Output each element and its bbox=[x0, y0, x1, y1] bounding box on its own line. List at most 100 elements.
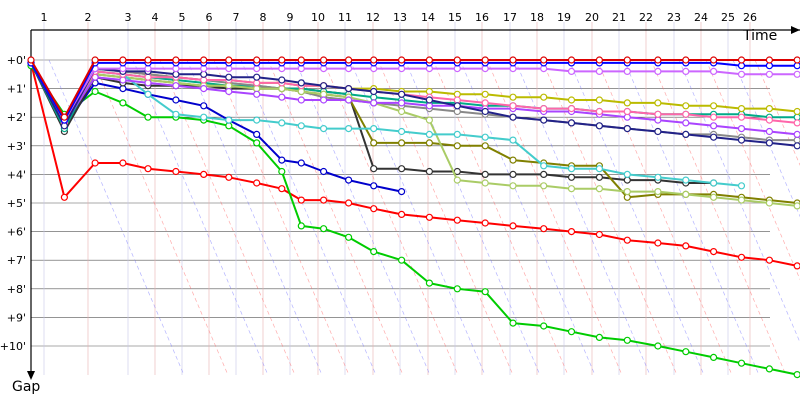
data-point bbox=[540, 170, 548, 178]
data-point bbox=[172, 110, 180, 118]
data-point bbox=[320, 56, 328, 64]
lap-guide-line bbox=[132, 59, 269, 376]
data-point bbox=[682, 56, 690, 64]
x-tick-label: 26 bbox=[743, 11, 757, 24]
data-point bbox=[737, 70, 746, 78]
data-point bbox=[654, 99, 662, 107]
grid bbox=[31, 22, 770, 375]
data-point bbox=[682, 119, 690, 127]
data-point bbox=[793, 262, 800, 270]
data-point bbox=[425, 130, 433, 138]
data-point bbox=[91, 56, 99, 64]
lap-guide-line bbox=[159, 59, 296, 376]
data-point bbox=[682, 348, 690, 356]
data-point bbox=[425, 139, 433, 147]
data-point bbox=[623, 236, 631, 244]
data-point bbox=[425, 96, 433, 104]
data-point bbox=[278, 56, 286, 64]
data-point bbox=[595, 96, 604, 104]
data-point bbox=[623, 56, 631, 64]
x-tick-label: 14 bbox=[421, 11, 435, 24]
data-point bbox=[320, 96, 328, 104]
data-point bbox=[398, 188, 406, 196]
data-point bbox=[654, 56, 662, 64]
data-point bbox=[91, 159, 99, 167]
data-point bbox=[144, 56, 152, 64]
x-tick-label: 16 bbox=[475, 11, 489, 24]
x-tick-label: 21 bbox=[612, 11, 626, 24]
x-tick-label: 12 bbox=[366, 11, 380, 24]
data-point bbox=[509, 170, 517, 178]
data-point bbox=[540, 162, 548, 170]
data-point bbox=[453, 96, 461, 104]
data-point bbox=[595, 107, 604, 116]
data-point bbox=[297, 87, 305, 96]
data-point bbox=[453, 142, 461, 150]
data-point bbox=[765, 256, 774, 264]
data-point bbox=[567, 56, 576, 64]
data-point bbox=[27, 56, 35, 64]
data-point bbox=[370, 182, 378, 190]
data-point bbox=[540, 56, 548, 64]
data-point bbox=[623, 170, 631, 178]
data-point bbox=[654, 188, 662, 196]
data-point bbox=[200, 170, 208, 178]
data-point bbox=[765, 199, 774, 207]
data-point bbox=[793, 130, 800, 138]
data-point bbox=[370, 139, 378, 147]
data-point bbox=[278, 93, 286, 101]
x-tick-labels: 1 2 3 4 5 6 7 8 9 10 11 12 13 14 15 16 17 18 19 20 21 22 23 24 2… bbox=[41, 11, 758, 24]
x-tick-label: 8 bbox=[260, 11, 267, 24]
data-point bbox=[60, 122, 69, 130]
data-point bbox=[765, 70, 774, 78]
data-point bbox=[540, 116, 548, 124]
data-point bbox=[91, 87, 99, 96]
lap-guide-line bbox=[322, 59, 459, 376]
data-point bbox=[320, 167, 328, 176]
data-point bbox=[398, 90, 406, 98]
data-point bbox=[425, 167, 433, 176]
data-point bbox=[793, 371, 800, 379]
lap-guide-line bbox=[514, 59, 651, 376]
lap-guide-line bbox=[213, 59, 350, 376]
data-point bbox=[345, 176, 353, 184]
data-point bbox=[278, 119, 286, 127]
lap-guide-line bbox=[377, 59, 514, 376]
data-point bbox=[253, 90, 261, 98]
data-point bbox=[793, 70, 800, 78]
data-point bbox=[540, 225, 548, 233]
data-point bbox=[737, 136, 746, 144]
x-tick-label: 11 bbox=[338, 11, 352, 24]
data-point bbox=[623, 336, 631, 344]
data-point bbox=[481, 219, 489, 227]
data-point bbox=[765, 56, 774, 64]
data-point bbox=[297, 56, 305, 64]
data-point bbox=[60, 113, 69, 121]
series-1 bbox=[27, 59, 800, 270]
lap-guide-line bbox=[267, 59, 404, 376]
data-point bbox=[654, 67, 662, 76]
data-point bbox=[793, 142, 800, 150]
lap-guide-line bbox=[349, 59, 486, 376]
data-point bbox=[144, 79, 152, 87]
data-point bbox=[623, 99, 631, 107]
data-point bbox=[481, 99, 489, 107]
data-point bbox=[398, 107, 406, 116]
data-point bbox=[793, 56, 800, 64]
data-point bbox=[540, 104, 548, 113]
data-point bbox=[297, 122, 305, 130]
data-point bbox=[345, 233, 353, 241]
data-point bbox=[682, 176, 690, 184]
data-point bbox=[567, 228, 576, 236]
data-point bbox=[144, 113, 152, 121]
data-point bbox=[370, 125, 378, 133]
data-point bbox=[682, 110, 690, 118]
x-tick-label: 17 bbox=[503, 11, 517, 24]
data-point bbox=[737, 125, 746, 133]
data-point bbox=[453, 285, 461, 293]
data-point bbox=[595, 165, 604, 173]
data-point bbox=[509, 182, 517, 190]
y-tick-label: +8' bbox=[7, 283, 26, 296]
lap-guide-line bbox=[678, 59, 800, 344]
data-point bbox=[509, 222, 517, 230]
